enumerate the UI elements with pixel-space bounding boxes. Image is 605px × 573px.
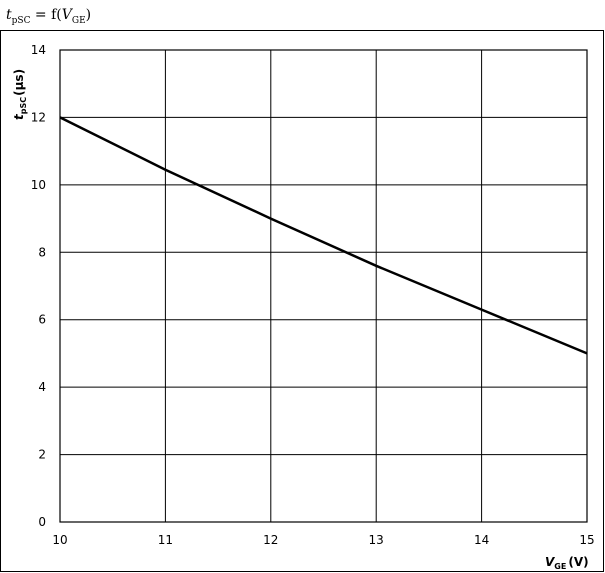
x-tick-label: 12 [263,533,278,547]
outer-frame [0,30,604,572]
y-tick-label: 4 [38,380,46,394]
series-line [59,116,588,355]
x-tick-label: 11 [158,533,173,547]
y-axis-label: tpSC(µs) [12,69,28,120]
chart-title: tpSC = f(VGE) [6,7,91,26]
x-tick-label: 10 [52,533,67,547]
title-argument-subscript: GE [71,15,86,26]
grid [59,49,588,523]
x-tick-label: 13 [369,533,384,547]
tick-labels: 10 11 12 13 14 15 0 2 4 6 8 10 12 14 [31,43,595,547]
x-tick-label: 14 [474,533,489,547]
y-tick-label: 10 [31,178,46,192]
plot-area-border [59,49,588,523]
x-tick-label: 15 [579,533,594,547]
axis-labels: VGE (V) tpSC(µs) [12,69,589,571]
y-tick-label: 0 [38,515,46,529]
title-argument: V [61,7,72,23]
y-tick-label: 14 [31,43,46,57]
title-equals: = f( [30,7,62,23]
y-tick-label: 2 [38,448,46,462]
title-variable: t [6,7,12,23]
y-tick-label: 8 [38,245,46,259]
y-tick-label: 6 [38,313,46,327]
title-variable-subscript: pSC [11,15,31,26]
series-lines [59,116,588,355]
x-axis-label: VGE (V) [545,555,589,571]
title-close: ) [85,7,92,23]
y-tick-label: 12 [31,110,46,124]
